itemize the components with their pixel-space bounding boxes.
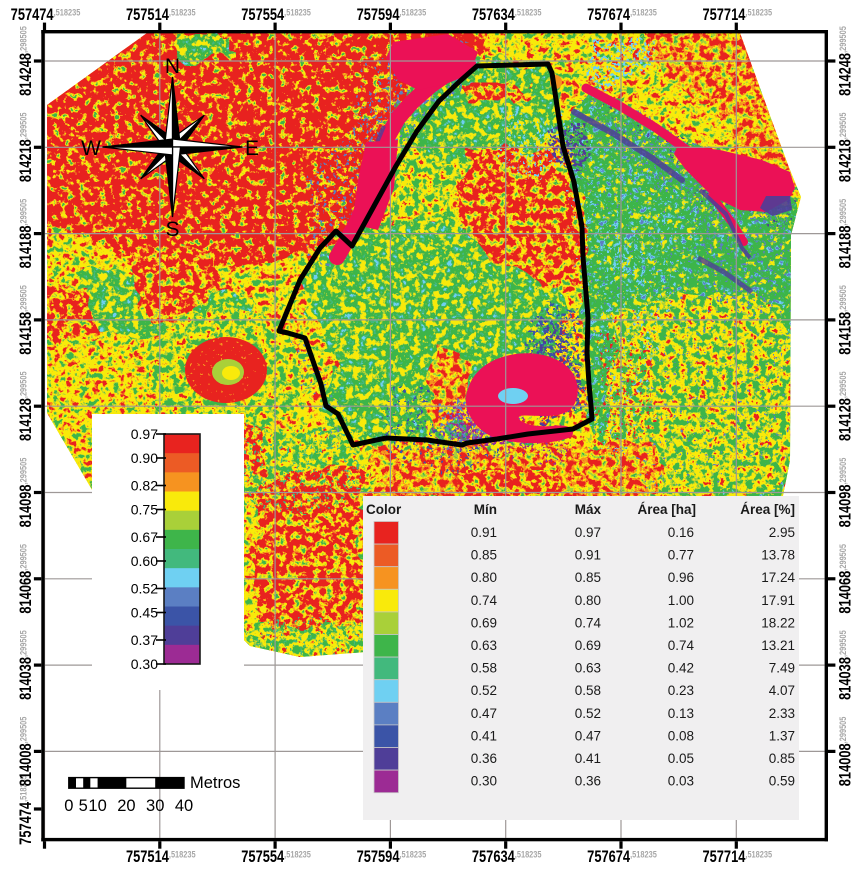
svg-text:0.74: 0.74	[471, 593, 498, 608]
svg-text:S: S	[165, 218, 179, 241]
svg-text:17.91: 17.91	[761, 593, 795, 608]
svg-text:E: E	[245, 137, 259, 160]
svg-text:0.36: 0.36	[471, 751, 497, 766]
svg-text:0.69: 0.69	[471, 615, 497, 630]
svg-text:7.49: 7.49	[769, 661, 795, 676]
svg-text:0.52: 0.52	[131, 581, 158, 597]
svg-text:Máx: Máx	[575, 502, 602, 517]
svg-text:Metros: Metros	[190, 774, 240, 792]
svg-text:18.22: 18.22	[761, 615, 795, 630]
svg-text:0.58: 0.58	[575, 683, 601, 698]
svg-text:Área [%]: Área [%]	[740, 502, 795, 517]
svg-text:0.36: 0.36	[575, 774, 601, 789]
svg-text:2.95: 2.95	[769, 525, 795, 540]
svg-text:2.33: 2.33	[769, 706, 795, 721]
svg-text:0.63: 0.63	[575, 661, 601, 676]
svg-text:0.16: 0.16	[668, 525, 694, 540]
svg-text:0.74: 0.74	[575, 615, 602, 630]
svg-text:0.59: 0.59	[769, 774, 795, 789]
svg-text:0.77: 0.77	[668, 548, 694, 563]
svg-text:10: 10	[88, 797, 106, 815]
svg-text:0.08: 0.08	[668, 728, 694, 743]
svg-text:W: W	[81, 137, 101, 160]
svg-text:0.85: 0.85	[769, 751, 795, 766]
svg-text:0.03: 0.03	[668, 774, 694, 789]
svg-text:0.52: 0.52	[575, 706, 601, 721]
svg-text:0.67: 0.67	[131, 529, 158, 545]
svg-text:0.47: 0.47	[575, 728, 601, 743]
svg-text:N: N	[165, 55, 180, 78]
svg-text:0.52: 0.52	[471, 683, 497, 698]
svg-text:0.23: 0.23	[668, 683, 694, 698]
svg-text:20: 20	[117, 797, 135, 815]
svg-text:0.91: 0.91	[471, 525, 497, 540]
svg-text:0.74: 0.74	[668, 638, 695, 653]
svg-text:0.69: 0.69	[575, 638, 601, 653]
svg-text:0: 0	[64, 797, 73, 815]
svg-text:0.42: 0.42	[668, 661, 694, 676]
svg-text:0.80: 0.80	[575, 593, 601, 608]
svg-text:0.91: 0.91	[575, 548, 601, 563]
svg-text:0.30: 0.30	[131, 656, 158, 672]
svg-text:Mín: Mín	[474, 502, 497, 517]
svg-text:0.63: 0.63	[471, 638, 497, 653]
svg-text:1.02: 1.02	[668, 615, 694, 630]
svg-text:0.90: 0.90	[131, 450, 158, 466]
svg-text:0.85: 0.85	[471, 548, 497, 563]
svg-text:Área [ha]: Área [ha]	[637, 502, 696, 517]
svg-text:13.21: 13.21	[761, 638, 795, 653]
svg-text:0.80: 0.80	[471, 570, 497, 585]
svg-text:0.75: 0.75	[131, 502, 158, 518]
svg-text:0.96: 0.96	[668, 570, 694, 585]
svg-text:0.85: 0.85	[575, 570, 601, 585]
svg-text:30: 30	[146, 797, 164, 815]
svg-text:0.41: 0.41	[471, 728, 497, 743]
svg-text:0.30: 0.30	[471, 774, 497, 789]
svg-text:40: 40	[175, 797, 193, 815]
svg-text:13.78: 13.78	[761, 548, 795, 563]
svg-text:0.97: 0.97	[131, 426, 158, 442]
svg-text:0.13: 0.13	[668, 706, 694, 721]
svg-text:1.37: 1.37	[769, 728, 795, 743]
svg-text:0.47: 0.47	[471, 706, 497, 721]
svg-text:0.37: 0.37	[131, 632, 158, 648]
svg-text:0.82: 0.82	[131, 478, 158, 494]
svg-text:0.45: 0.45	[131, 605, 158, 621]
svg-text:5: 5	[79, 797, 88, 815]
svg-text:0.97: 0.97	[575, 525, 601, 540]
svg-text:0.58: 0.58	[471, 661, 497, 676]
svg-text:4.07: 4.07	[769, 683, 795, 698]
svg-text:0.41: 0.41	[575, 751, 601, 766]
svg-text:0.60: 0.60	[131, 553, 158, 569]
svg-text:0.05: 0.05	[668, 751, 694, 766]
svg-text:Color: Color	[366, 502, 402, 517]
svg-text:1.00: 1.00	[668, 593, 694, 608]
svg-text:17.24: 17.24	[761, 570, 795, 585]
